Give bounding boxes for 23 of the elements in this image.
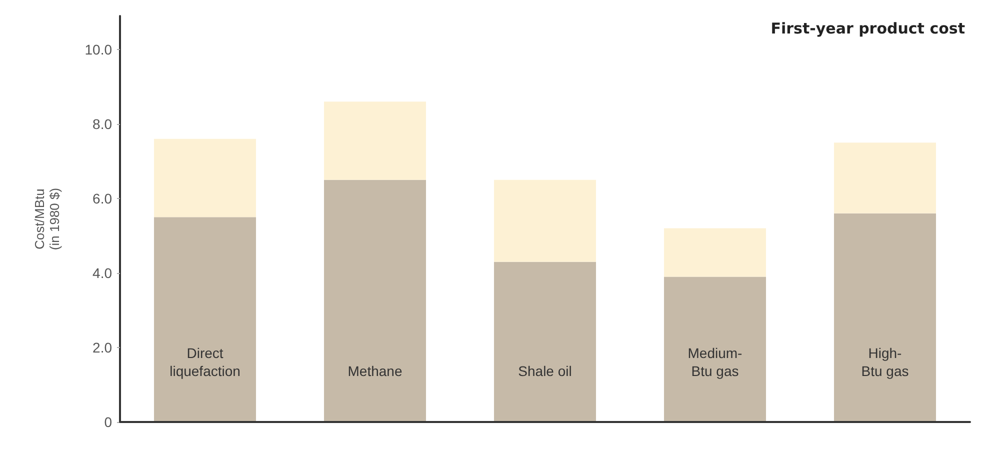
bar	[154, 217, 256, 422]
y-tick-label: 4.0	[92, 265, 112, 282]
x-tick-label: High- Btu gas	[861, 345, 909, 379]
y-tick-label: 0	[104, 414, 112, 430]
x-tick-label: Direct liquefaction	[170, 345, 240, 379]
y-axis-title: Cost/MBtu (in 1980 $)	[32, 188, 62, 250]
bar	[664, 228, 766, 277]
bar	[494, 180, 596, 262]
bar	[324, 180, 426, 422]
y-tick-label: 10.0	[84, 42, 112, 58]
x-tick-label: Shale oil	[518, 363, 572, 379]
y-tick-label: 8.0	[92, 116, 112, 132]
x-tick-label: Methane	[348, 363, 402, 379]
x-tick-label: Medium- Btu gas	[688, 345, 743, 379]
bar	[834, 142, 936, 214]
bar	[834, 213, 936, 422]
chart-title: First-year product cost	[770, 20, 966, 38]
bar	[664, 276, 766, 422]
bar	[494, 262, 596, 422]
bar	[154, 138, 256, 218]
bar	[324, 102, 426, 180]
y-tick-label: 6.0	[92, 190, 112, 207]
y-tick-label: 2.0	[92, 340, 112, 356]
